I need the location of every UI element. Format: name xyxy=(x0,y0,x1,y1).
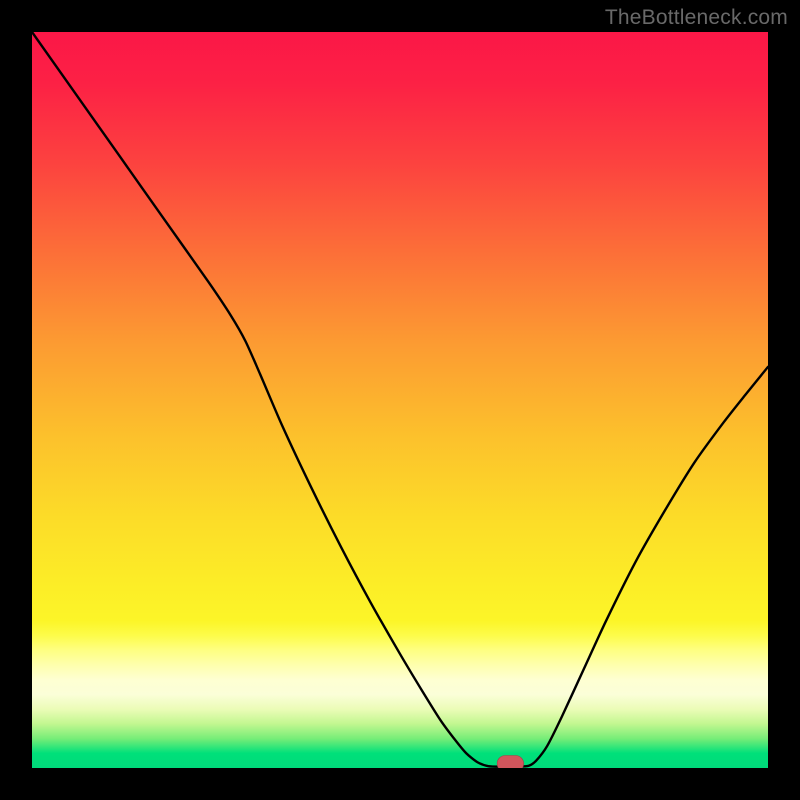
bottleneck-chart xyxy=(32,32,768,768)
watermark-text: TheBottleneck.com xyxy=(605,6,788,30)
optimal-marker xyxy=(497,755,524,768)
chart-root: TheBottleneck.com xyxy=(0,0,800,800)
chart-background xyxy=(32,32,768,768)
plot-frame xyxy=(32,32,768,768)
